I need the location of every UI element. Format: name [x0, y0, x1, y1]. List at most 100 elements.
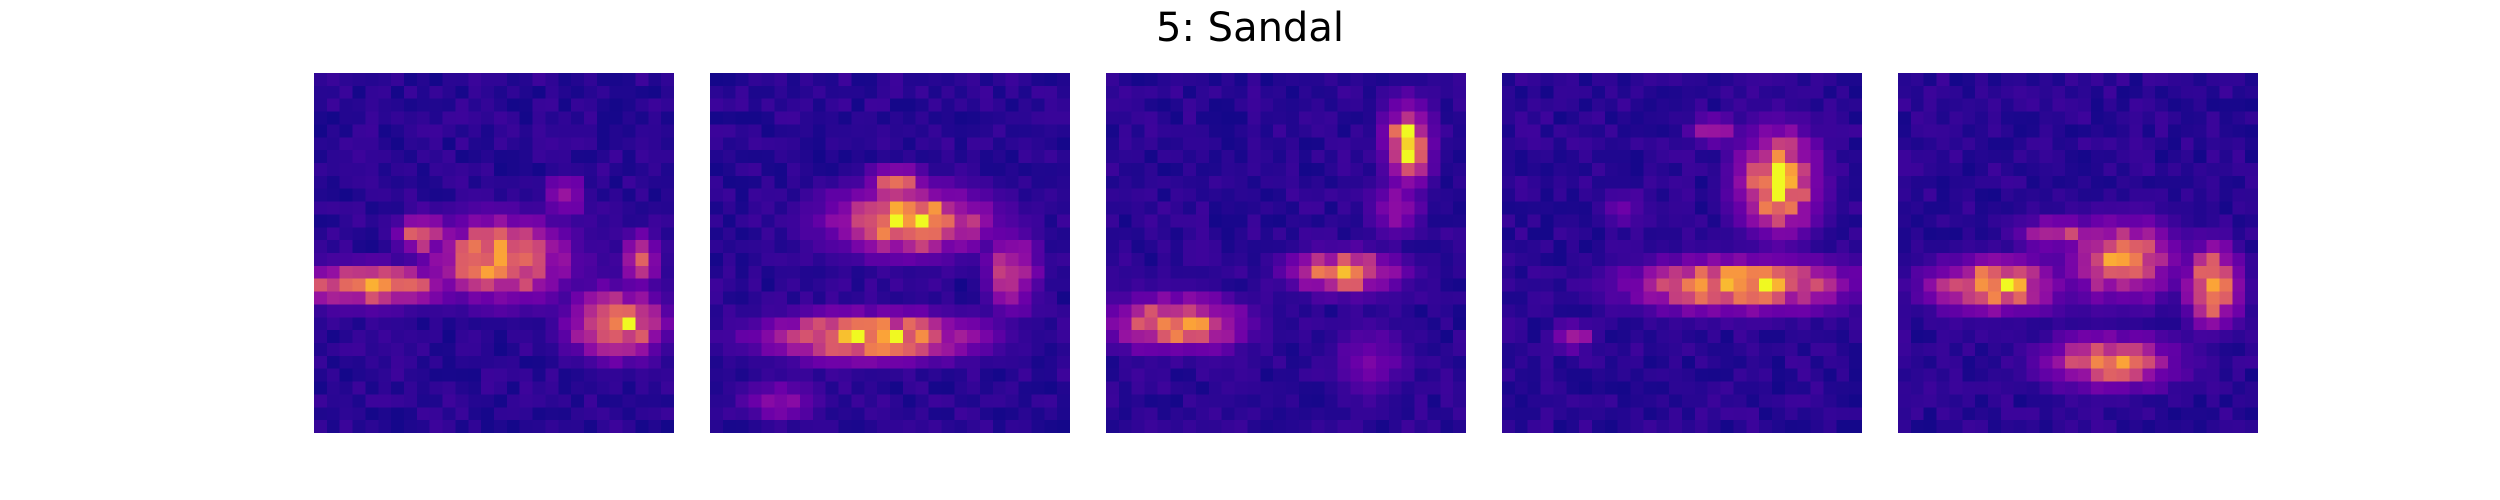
heatmap-cell: [468, 317, 482, 331]
heatmap-cell: [1604, 253, 1618, 267]
heatmap-cell: [1298, 111, 1312, 125]
heatmap-cell: [902, 381, 916, 395]
heatmap-cell: [2013, 253, 2027, 267]
heatmap-cell: [391, 98, 405, 112]
heatmap-cell: [416, 150, 430, 164]
heatmap-cell: [455, 201, 469, 215]
heatmap-cell: [2026, 175, 2040, 189]
heatmap-cell: [609, 98, 623, 112]
heatmap-cell: [2116, 253, 2130, 267]
heatmap-cell: [481, 227, 495, 241]
heatmap-cell: [954, 214, 968, 228]
heatmap-cell: [1247, 214, 1261, 228]
heatmap-cell: [1975, 98, 1989, 112]
heatmap-cell: [1849, 227, 1862, 241]
heatmap-cell: [2090, 163, 2104, 177]
heatmap-cell: [980, 330, 994, 344]
heatmap-cell: [635, 291, 649, 305]
heatmap-cell: [1923, 124, 1937, 138]
heatmap-cell: [941, 420, 955, 433]
heatmap-cell: [812, 85, 826, 99]
heatmap-cell: [761, 137, 775, 151]
heatmap-cell: [722, 265, 736, 279]
heatmap-cell: [1440, 73, 1454, 87]
heatmap-cell: [1337, 265, 1351, 279]
heatmap-cell: [1388, 201, 1402, 215]
heatmap-cell: [1502, 175, 1516, 189]
heatmap-cell: [980, 343, 994, 357]
heatmap-cell: [1810, 124, 1824, 138]
heatmap-cell: [2168, 394, 2182, 408]
heatmap-cell: [339, 227, 353, 241]
heatmap-cell: [1553, 407, 1567, 421]
heatmap-cell: [506, 317, 520, 331]
heatmap-cell: [622, 407, 636, 421]
heatmap-cell: [774, 407, 788, 421]
heatmap-cell: [1247, 291, 1261, 305]
heatmap-cell: [1196, 355, 1210, 369]
heatmap-cell: [890, 304, 904, 318]
heatmap-cell: [314, 150, 328, 164]
heatmap-cell: [429, 355, 443, 369]
heatmap-cell: [1388, 175, 1402, 189]
heatmap-cell: [1234, 330, 1248, 344]
heatmap-cell: [928, 253, 942, 267]
heatmap-cell: [1823, 291, 1837, 305]
heatmap-cell: [1363, 253, 1377, 267]
heatmap-cell: [1746, 98, 1760, 112]
heatmap-cell: [1617, 188, 1631, 202]
heatmap-cell: [1183, 240, 1197, 254]
heatmap-cell: [722, 278, 736, 292]
heatmap-cell: [571, 201, 585, 215]
heatmap-cell: [1617, 317, 1631, 331]
heatmap-cell: [1514, 317, 1528, 331]
heatmap-cell: [2078, 124, 2092, 138]
heatmap-cell: [622, 111, 636, 125]
heatmap-cell: [2000, 85, 2014, 99]
heatmap-cell: [2000, 278, 2014, 292]
heatmap-cell: [1759, 355, 1773, 369]
heatmap-cell: [1157, 253, 1171, 267]
heatmap-cell: [1784, 330, 1798, 344]
heatmap-cell: [532, 253, 546, 267]
heatmap-cell: [1604, 420, 1618, 433]
heatmap-cell: [622, 124, 636, 138]
heatmap-cell: [1502, 394, 1516, 408]
heatmap-cell: [2193, 355, 2207, 369]
heatmap-cell: [339, 175, 353, 189]
heatmap-cell: [1910, 381, 1924, 395]
heatmap-cell: [494, 368, 508, 382]
heatmap-cell: [1540, 420, 1554, 433]
heatmap-cell: [1324, 253, 1338, 267]
heatmap-cell: [967, 227, 981, 241]
heatmap-cell: [1273, 240, 1287, 254]
heatmap-cell: [1401, 111, 1415, 125]
heatmap-cell: [1694, 253, 1708, 267]
heatmap-cell: [661, 73, 674, 87]
heatmap-cell: [1196, 98, 1210, 112]
heatmap-cell: [1759, 111, 1773, 125]
heatmap-cell: [1643, 355, 1657, 369]
heatmap-cell: [1311, 73, 1325, 87]
heatmap-cell: [2232, 227, 2246, 241]
heatmap-cell: [1975, 407, 1989, 421]
heatmap-cell: [1170, 355, 1184, 369]
heatmap-cell: [2168, 291, 2182, 305]
heatmap-cell: [661, 407, 674, 421]
heatmap-cell: [1057, 317, 1070, 331]
heatmap-cell: [2142, 227, 2156, 241]
heatmap-cell: [1656, 381, 1670, 395]
heatmap-cell: [622, 317, 636, 331]
heatmap-cell: [481, 407, 495, 421]
heatmap-cell: [1898, 265, 1912, 279]
heatmap-cell: [2168, 407, 2182, 421]
heatmap-cell: [1440, 355, 1454, 369]
heatmap-cell: [314, 214, 328, 228]
heatmap-cell: [1183, 188, 1197, 202]
heatmap-cell: [1350, 291, 1364, 305]
heatmap-cell: [1527, 381, 1541, 395]
heatmap-cell: [1298, 98, 1312, 112]
heatmap-cell: [2129, 175, 2143, 189]
heatmap-cell: [1566, 394, 1580, 408]
heatmap-cell: [622, 343, 636, 357]
